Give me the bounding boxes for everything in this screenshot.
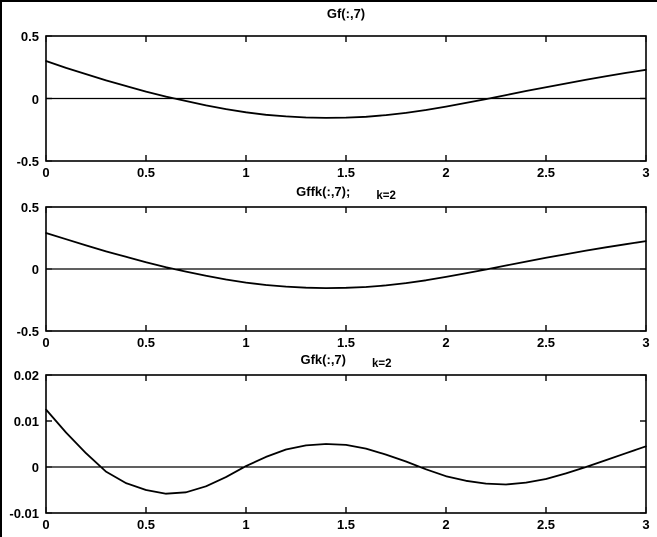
- subplot1-title: Gf(:,7): [326, 6, 366, 21]
- y-tick-label: 0: [31, 262, 39, 277]
- curve-line: [45, 408, 647, 495]
- subplot3-plot-area: [45, 374, 647, 514]
- subplot3-annotation: k=2: [371, 358, 392, 370]
- subplot3-y-tick-labels: -0.01 0 0.01 0.02: [2, 368, 42, 521]
- x-tick-label: 0.5: [136, 517, 156, 532]
- x-tick-label: 1.5: [336, 165, 356, 180]
- x-tick-label: 3: [642, 335, 650, 350]
- subplot3-x-tick-labels: 0 0.5 1 1.5 2 2.5 3: [42, 517, 650, 533]
- y-tick-label: 0: [31, 91, 39, 107]
- x-tick-label: 2.5: [536, 165, 556, 180]
- x-tick-label: 0: [42, 335, 50, 350]
- subplot1-plot-area: [45, 35, 647, 162]
- subplot1-x-tick-labels: 0 0.5 1 1.5 2 2.5 3: [42, 165, 650, 181]
- x-tick-label: 2: [442, 517, 450, 532]
- y-tick-label: 0.01: [13, 414, 39, 429]
- subplot2-annotation: k=2: [376, 190, 396, 202]
- x-tick-label: 0: [42, 517, 50, 532]
- curve-line: [45, 232, 647, 289]
- subplot1-y-tick-labels: -0.5 0 0.5: [2, 29, 42, 169]
- x-tick-label: 2.5: [536, 517, 556, 532]
- y-tick-label: 0.02: [13, 368, 39, 383]
- x-tick-label: 3: [642, 517, 650, 532]
- x-tick-label: 2: [442, 165, 450, 180]
- y-tick-label: 0: [31, 460, 39, 475]
- x-tick-label: 1: [242, 517, 250, 532]
- subplot3-title-row: Gfk(:,7) k=2: [45, 352, 647, 370]
- subplot2-plot-area: [45, 206, 647, 332]
- x-tick-label: 0.5: [136, 165, 156, 180]
- subplot2-y-tick-labels: -0.5 0 0.5: [2, 200, 42, 339]
- subplot2-x-tick-labels: 0 0.5 1 1.5 2 2.5 3: [42, 335, 650, 351]
- x-tick-label: 3: [642, 165, 650, 180]
- y-tick-label: 0.5: [20, 200, 39, 215]
- x-tick-label: 1: [242, 165, 250, 180]
- subplot3-title: Gfk(:,7): [300, 352, 346, 367]
- y-tick-label: 0.5: [20, 29, 39, 44]
- y-tick-label: -0.5: [16, 154, 39, 169]
- y-tick-label: -0.01: [9, 506, 39, 521]
- x-tick-label: 1.5: [336, 335, 356, 350]
- y-tick-label: -0.5: [16, 324, 39, 339]
- subplot2-title: Gffk(:,7);: [296, 184, 351, 199]
- x-tick-label: 0: [42, 165, 50, 180]
- curve-line: [45, 60, 647, 119]
- x-tick-label: 1.5: [336, 517, 356, 532]
- subplot1-title-row: Gf(:,7): [45, 6, 647, 21]
- x-tick-label: 0.5: [136, 335, 156, 350]
- subplot2-title-row: Gffk(:,7); k=2: [45, 184, 647, 202]
- x-tick-label: 2: [442, 335, 450, 350]
- x-tick-label: 1: [242, 335, 250, 350]
- x-tick-label: 2.5: [536, 335, 556, 350]
